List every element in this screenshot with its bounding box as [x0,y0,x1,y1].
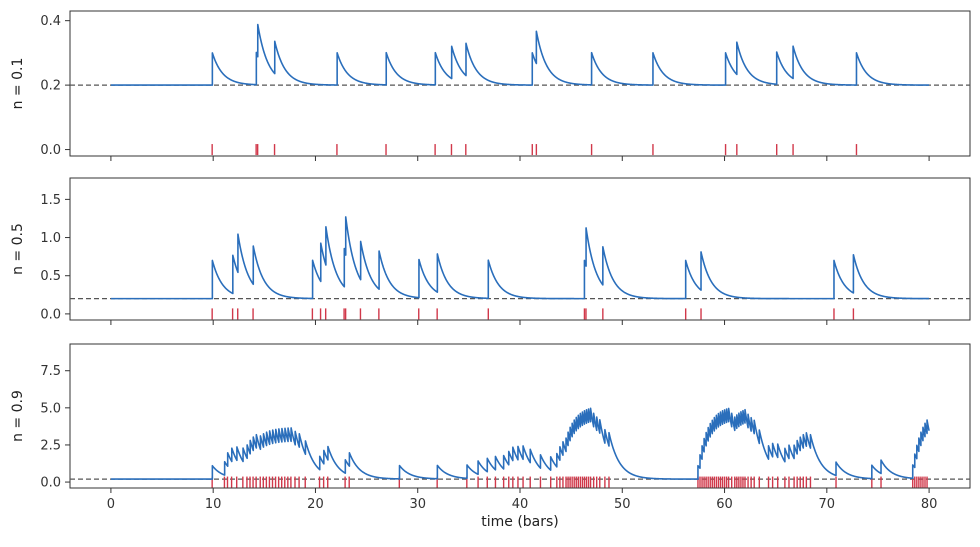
intensity-line [110,407,930,480]
plot-frame [69,343,971,489]
x-tick-label: 20 [307,497,324,512]
x-tick-label: 80 [921,497,938,512]
y-tick-label: 1.5 [40,193,61,208]
panel-n-0.9: 0 10 20 30 40 50 60 70 80 0.0 2.5 5.0 7.5 n = 0.9 time… [10,343,971,530]
y-axis-label: n = 0.5 [10,223,26,275]
y-tick-label: 1.0 [40,231,61,246]
y-tick-label: 0.0 [40,476,61,491]
y-tick-label: 0.2 [40,79,61,94]
y-axis-label: n = 0.1 [10,58,26,110]
intensity-line [110,23,930,86]
y-tick-label: 0.0 [40,143,61,158]
panel-n-0.1: 0.0 0.2 0.4 n = 0.1 [10,10,971,161]
y-axis-label: n = 0.9 [10,390,26,442]
y-tick-label: 0.0 [40,307,61,322]
y-tick-label: 2.5 [40,438,61,453]
plot-frame [69,10,971,157]
intensity-line [110,216,930,300]
x-tick-label: 30 [409,497,426,512]
x-tick-label: 50 [614,497,631,512]
x-axis-label: time (bars) [481,514,559,530]
y-tick-label: 5.0 [40,401,61,416]
y-tick-label: 0.5 [40,269,61,284]
x-tick-label: 10 [205,497,222,512]
panel-n-0.5: 0.0 0.5 1.0 1.5 n = 0.5 [10,177,971,325]
y-tick-label: 7.5 [40,364,61,379]
x-tick-label: 0 [107,497,115,512]
x-tick-label: 60 [716,497,733,512]
x-tick-label: 40 [512,497,529,512]
y-tick-label: 0.4 [40,14,61,29]
x-tick-label: 70 [819,497,836,512]
